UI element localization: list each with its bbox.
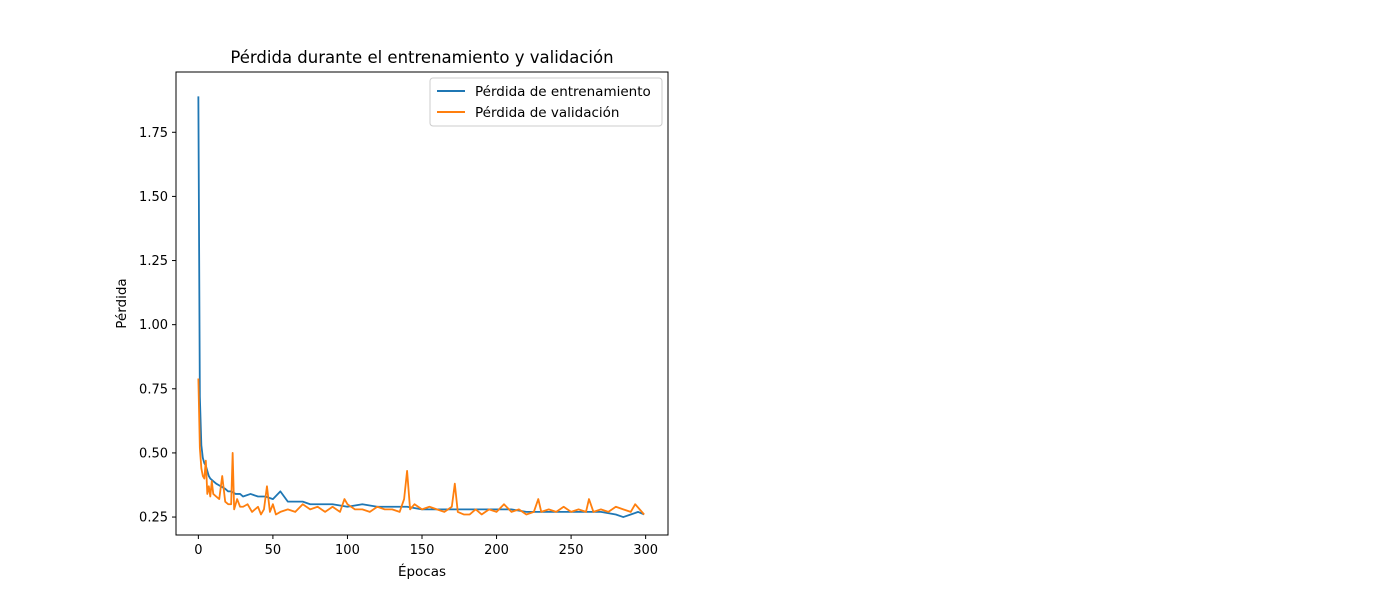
x-axis: 0 50 100 150 200 250 300 xyxy=(194,535,658,558)
series-layer xyxy=(197,96,645,518)
legend-label: Pérdida de entrenamiento xyxy=(475,84,651,100)
y-tick-label: 0.25 xyxy=(139,511,168,526)
x-tick-label: 50 xyxy=(265,543,282,558)
series-line-training xyxy=(197,96,645,518)
legend: Pérdida de entrenamiento Pérdida de valid… xyxy=(429,77,663,127)
x-tick-label: 0 xyxy=(194,543,202,558)
y-tick-label: 1.75 xyxy=(139,126,168,141)
x-tick-label: 300 xyxy=(633,543,658,558)
y-tick-label: 1.25 xyxy=(139,254,168,269)
y-tick-label: 1.50 xyxy=(139,190,168,205)
series-line-validation xyxy=(197,378,645,516)
legend-label: Pérdida de validación xyxy=(475,105,620,121)
y-axis: 0.25 0.50 0.75 1.00 1.25 1.50 1.75 xyxy=(139,126,176,526)
x-tick-label: 250 xyxy=(559,543,584,558)
x-axis-label: Épocas xyxy=(398,563,446,580)
y-tick-label: 1.00 xyxy=(139,318,168,333)
y-tick-label: 0.50 xyxy=(139,446,168,461)
x-tick-label: 200 xyxy=(484,543,509,558)
x-tick-label: 100 xyxy=(335,543,360,558)
chart-title: Pérdida durante el entrenamiento y valid… xyxy=(230,48,613,67)
y-axis-label: Pérdida xyxy=(114,278,130,328)
x-tick-label: 150 xyxy=(410,543,435,558)
y-tick-label: 0.75 xyxy=(139,382,168,397)
plot-frame xyxy=(175,71,669,536)
legend-box xyxy=(429,77,663,127)
